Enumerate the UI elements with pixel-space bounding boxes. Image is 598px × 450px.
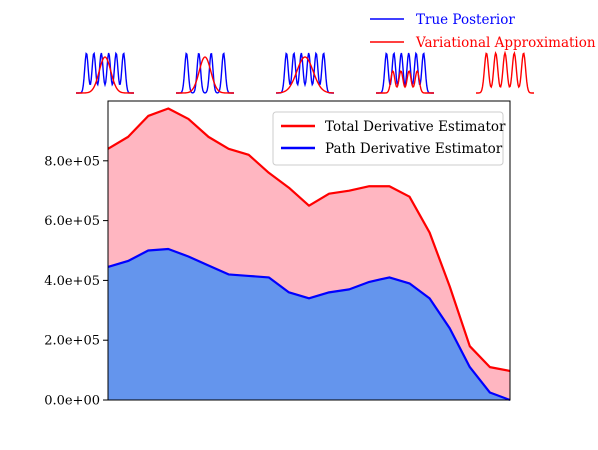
y-tick-label: 6.0e+05 <box>44 214 100 229</box>
legend-label-true-posterior: True Posterior <box>416 12 515 28</box>
series-lines <box>107 107 511 402</box>
posterior-panel-5 <box>476 50 534 94</box>
true-posterior-curve <box>176 52 234 94</box>
y-tick-label: 4.0e+05 <box>44 274 100 289</box>
legend-label-total-derivative: Total Derivative Estimator <box>325 119 506 135</box>
figure-legend: True Posterior Variational Approximation <box>370 12 596 51</box>
y-tick-label: 8.0e+05 <box>44 154 100 169</box>
posterior-panel-3 <box>275 51 335 94</box>
area-fills <box>108 108 510 400</box>
posterior-panel-1 <box>76 51 134 94</box>
true-posterior-curve <box>376 51 434 94</box>
posterior-panel-4 <box>376 51 434 94</box>
variational-approximation-curve <box>275 56 335 94</box>
posterior-insets <box>76 50 534 94</box>
variational-approximation-curve <box>76 56 134 94</box>
variational-approximation-curve <box>176 56 234 94</box>
area-chart: 0.0e+00 2.0e+05 4.0e+05 6.0e+05 8.0e+05 Tota… <box>44 100 511 409</box>
legend-label-path-derivative: Path Derivative Estimator <box>325 141 503 157</box>
y-axis: 0.0e+00 2.0e+05 4.0e+05 6.0e+05 8.0e+05 <box>44 154 108 409</box>
y-tick-label: 2.0e+05 <box>44 334 100 349</box>
true-posterior-curve <box>276 51 334 94</box>
plot-frame <box>107 100 511 401</box>
line-total-derivative <box>107 107 511 373</box>
legend-label-variational-approximation: Variational Approximation <box>415 35 596 51</box>
y-tick-label: 0.0e+00 <box>44 394 100 409</box>
variational-approximation-curve <box>376 69 434 94</box>
line-path-derivative <box>107 247 511 402</box>
true-posterior-curve <box>76 51 134 94</box>
posterior-panel-2 <box>176 52 234 94</box>
area-path-derivative <box>108 249 510 400</box>
chart-legend-box <box>272 111 504 166</box>
variational-approximation-curve <box>476 50 534 94</box>
chart-legend: Total Derivative Estimator Path Derivati… <box>272 111 506 166</box>
